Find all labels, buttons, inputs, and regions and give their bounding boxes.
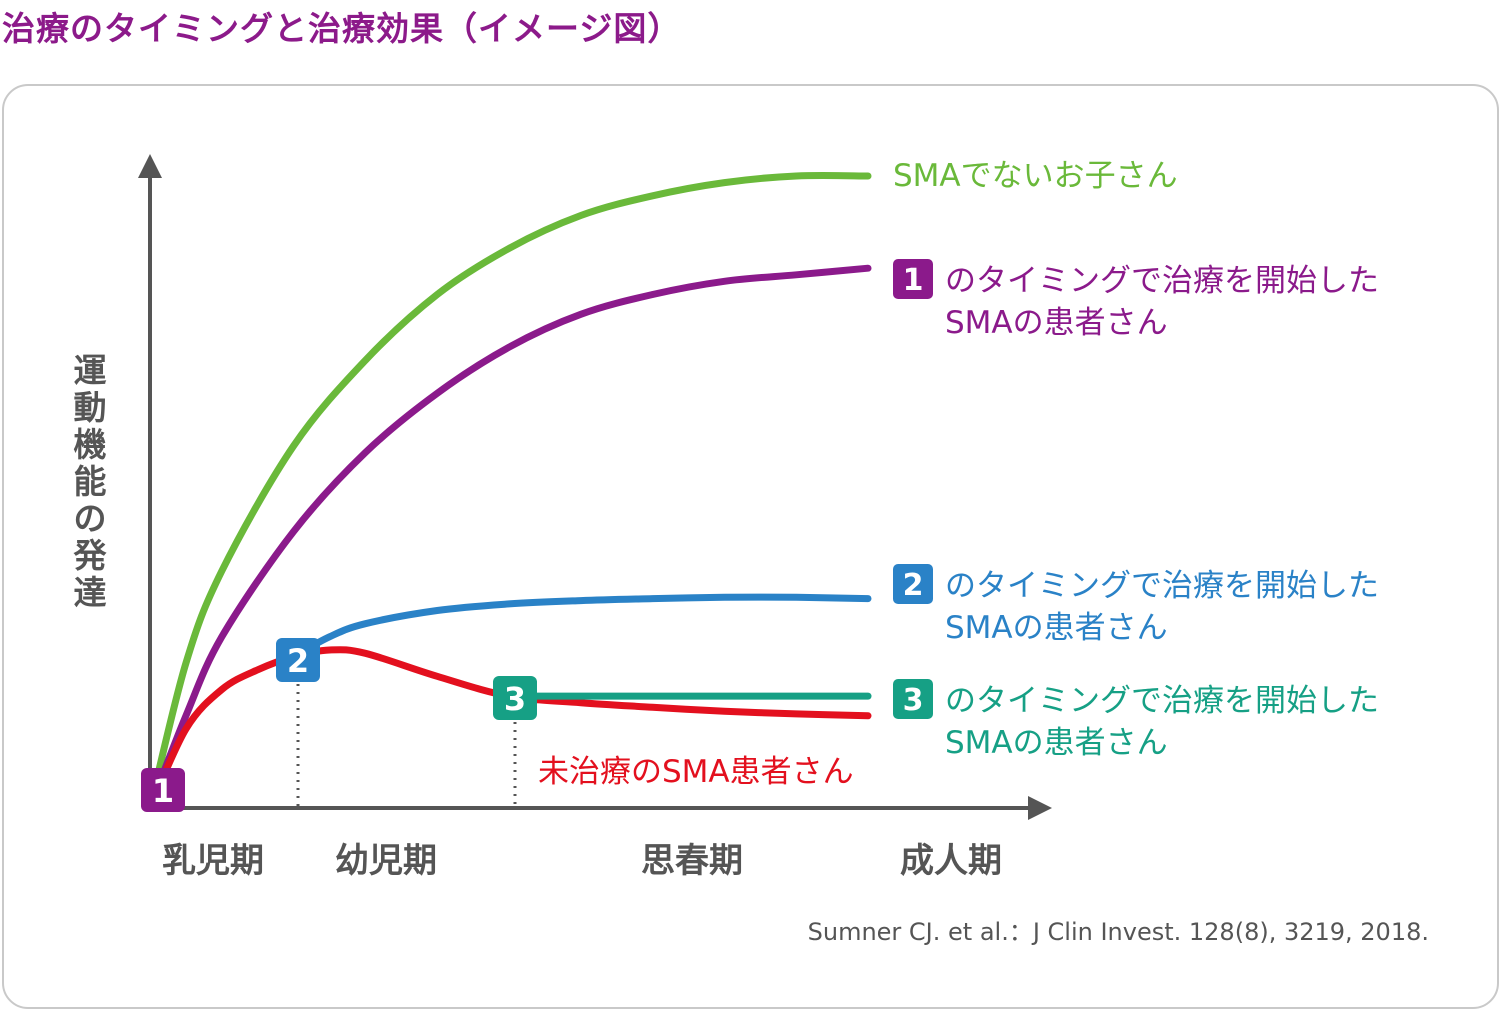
y-axis-label-char: 発 <box>74 536 108 575</box>
legend-badge <box>893 679 933 719</box>
legend-text: SMAでないお子さん <box>893 158 1178 194</box>
series-line-red <box>146 646 872 812</box>
legend-label-blue: 2 のタイミングで治療を開始した SMAの患者さん <box>893 564 1379 646</box>
legend-badge-number: 3 <box>903 683 924 718</box>
y-axis-arrow <box>138 154 162 178</box>
legend-badge <box>893 259 933 299</box>
legend-badge-number: 2 <box>903 568 924 603</box>
marker-number: 3 <box>504 680 526 718</box>
legend-label-teal: 3 のタイミングで治療を開始した SMAの患者さん <box>893 679 1379 761</box>
page-title: 治療のタイミングと治療効果（イメージ図） <box>2 9 682 48</box>
marker-box <box>276 638 320 682</box>
x-tick-label: 乳児期 <box>162 841 264 881</box>
y-axis-label-char: 機 <box>74 425 107 464</box>
marker-1: 1 <box>141 768 185 812</box>
y-axis-label-char: 達 <box>74 573 107 612</box>
legend-text-line2: SMAの患者さん <box>945 305 1168 341</box>
legend-text: 未治療のSMA患者さん <box>538 754 854 790</box>
series-line-green <box>146 172 872 812</box>
marker-number: 2 <box>287 642 309 680</box>
series-line-blue <box>290 593 872 661</box>
legend-badge-number: 1 <box>903 263 924 298</box>
x-tick-label: 思春期 <box>641 841 743 881</box>
marker-3: 3 <box>493 676 537 720</box>
y-axis-label-char: 能 <box>74 462 107 501</box>
x-axis-arrow <box>1028 796 1052 820</box>
y-axis-label-char: 動 <box>74 388 107 427</box>
x-tick-label: 幼児期 <box>335 841 437 881</box>
y-axis-label-char: の <box>74 499 107 538</box>
chart-frame <box>2 84 1499 1009</box>
legend-label-red: 未治療のSMA患者さん <box>538 754 854 790</box>
legend-label-purple: 1 のタイミングで治療を開始した SMAの患者さん <box>893 259 1379 341</box>
y-axis-label-char: 運 <box>74 351 107 390</box>
marker-2: 2 <box>276 638 320 682</box>
legend-label-green: SMAでないお子さん <box>893 158 1178 194</box>
legend-text-line2: SMAの患者さん <box>945 725 1168 761</box>
legend-text: のタイミングで治療を開始した <box>945 683 1379 719</box>
marker-number: 1 <box>152 772 174 810</box>
legend-badge <box>893 564 933 604</box>
legend-text: のタイミングで治療を開始した <box>945 263 1379 299</box>
citation: Sumner CJ. et al.：J Clin Invest. 128(8),… <box>807 918 1429 946</box>
x-tick-label: 成人期 <box>900 841 1002 881</box>
marker-box <box>141 768 185 812</box>
marker-box <box>493 676 537 720</box>
series-line-purple <box>146 264 872 812</box>
legend-text-line2: SMAの患者さん <box>945 610 1168 646</box>
legend-text: のタイミングで治療を開始した <box>945 568 1379 604</box>
